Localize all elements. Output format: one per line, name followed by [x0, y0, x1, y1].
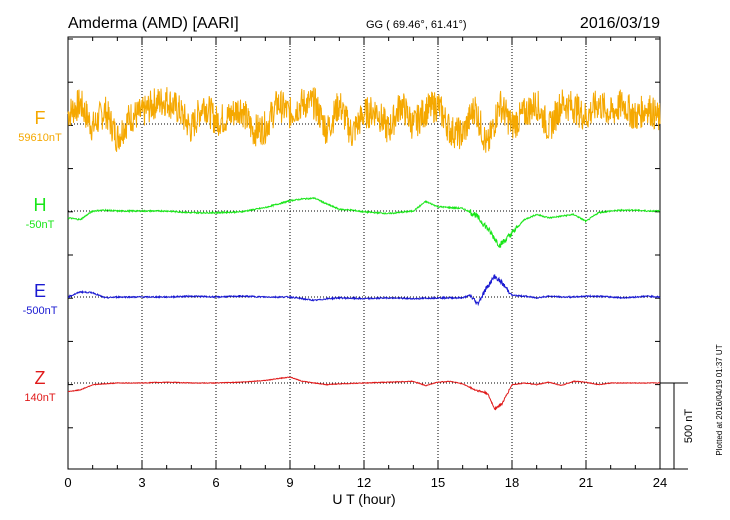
x-tick-label-12: 12: [357, 475, 371, 490]
baseline-label-H: -50nT: [26, 219, 55, 231]
x-tick-label-3: 3: [138, 475, 145, 490]
x-tick-label-0: 0: [64, 475, 71, 490]
baseline-label-E: -500nT: [23, 305, 58, 317]
series-line-H: [67, 196, 661, 249]
x-tick-label-9: 9: [286, 475, 293, 490]
baseline-label-F: 59610nT: [18, 132, 62, 144]
coordinates-label: GG ( 69.46°, 61.41°): [366, 19, 467, 31]
series-line-Z: [67, 376, 661, 411]
x-tick-label-24: 24: [653, 475, 667, 490]
station-title: Amderma (AMD) [AARI]: [68, 15, 239, 32]
scale-bar-label: 500 nT: [683, 409, 695, 444]
series-label-F: F: [35, 108, 46, 128]
x-tick-label-18: 18: [505, 475, 519, 490]
series-line-E: [68, 274, 661, 307]
series-line-F: [67, 86, 661, 153]
x-axis-ticks: [67, 37, 661, 469]
series-label-E: E: [34, 281, 46, 301]
x-tick-label-15: 15: [431, 475, 445, 490]
x-axis-label: U T (hour): [332, 491, 395, 507]
baseline-label-Z: 140nT: [24, 392, 55, 404]
series-label-H: H: [34, 195, 47, 215]
series-label-Z: Z: [35, 368, 46, 388]
date-label: 2016/03/19: [580, 15, 660, 32]
scale-bar: 500 nT: [660, 382, 695, 470]
x-axis-tick-labels: 0 3 6 9 12 15 18 21 24: [64, 475, 667, 490]
x-tick-label-21: 21: [579, 475, 593, 490]
series-group: [67, 86, 661, 411]
plotted-timestamp: Plotted at 2016/04/19 01:37 UT: [715, 344, 724, 455]
x-tick-label-6: 6: [212, 475, 219, 490]
